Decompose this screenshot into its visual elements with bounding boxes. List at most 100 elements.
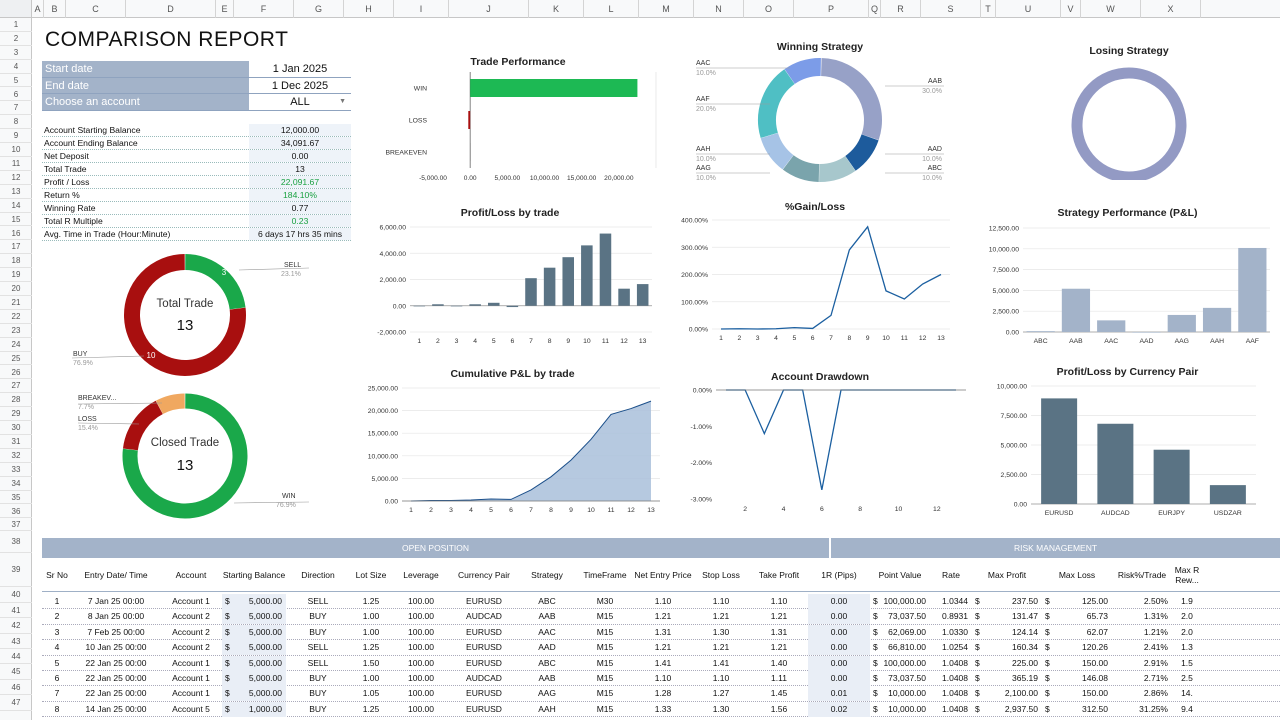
donut-slice[interactable]: [124, 254, 246, 376]
row-header-44[interactable]: 44: [0, 649, 32, 665]
row-header-15[interactable]: 15: [0, 213, 32, 227]
table-cell[interactable]: M15: [596, 688, 614, 699]
bar[interactable]: [470, 143, 471, 161]
table-cell[interactable]: 100.00: [408, 657, 434, 668]
table-cell[interactable]: 0.01: [808, 686, 870, 702]
table-cell[interactable]: $124.14: [972, 625, 1042, 640]
column-header[interactable]: Risk%/Trade: [1117, 570, 1167, 580]
row-header-5[interactable]: 5: [0, 74, 32, 88]
donut-slice[interactable]: [155, 393, 186, 415]
table-cell[interactable]: $65.73: [1042, 609, 1112, 624]
table-cell[interactable]: 100.00: [408, 611, 434, 622]
table-cell[interactable]: 4: [54, 642, 60, 653]
table-cell[interactable]: M30: [596, 596, 614, 606]
table-cell[interactable]: $125.00: [1042, 594, 1112, 609]
table-cell[interactable]: $150.00: [1042, 686, 1112, 701]
row-header-9[interactable]: 9: [0, 129, 32, 144]
column-header-j[interactable]: J: [449, 0, 529, 18]
table-cell[interactable]: 2.71%: [1143, 673, 1168, 683]
bar[interactable]: [1132, 332, 1161, 333]
table-cell[interactable]: 1.21%: [1143, 626, 1168, 637]
table-cell[interactable]: 1.10: [712, 673, 730, 683]
row-header-35[interactable]: 35: [0, 491, 32, 505]
table-cell[interactable]: $5,000.00: [222, 624, 286, 640]
table-cell[interactable]: 1.28: [654, 688, 672, 699]
row-header-6[interactable]: 6: [0, 88, 32, 102]
column-header-g[interactable]: G: [294, 0, 344, 18]
row-header-16[interactable]: 16: [0, 227, 32, 241]
table-cell[interactable]: 1.21: [712, 611, 730, 622]
column-header-h[interactable]: H: [344, 0, 394, 18]
table-cell[interactable]: AAG: [538, 688, 556, 699]
table-cell[interactable]: 31.25%: [1139, 703, 1168, 714]
table-cell[interactable]: BUY: [309, 626, 327, 637]
column-header[interactable]: Max Loss: [1058, 570, 1096, 580]
table-cell[interactable]: $5,000.00: [222, 594, 286, 609]
column-header[interactable]: Rate: [942, 570, 960, 580]
donut-slice[interactable]: [760, 132, 794, 170]
table-cell[interactable]: 9.4: [1181, 703, 1193, 714]
metric-value[interactable]: 6 days 17 hrs 35 mins: [249, 228, 351, 240]
table-cell[interactable]: $73,037.50: [870, 609, 930, 624]
bar[interactable]: [618, 288, 630, 306]
table-cell[interactable]: Account 1: [172, 657, 210, 668]
table-cell[interactable]: 1.0254: [942, 642, 968, 653]
table-cell[interactable]: 7 Jan 25 00:00: [87, 596, 145, 606]
table-cell[interactable]: 2.50%: [1143, 596, 1168, 606]
series-line[interactable]: [410, 400, 652, 502]
bar[interactable]: [469, 304, 481, 306]
bar[interactable]: [450, 305, 463, 307]
row-header-4[interactable]: 4: [0, 60, 32, 74]
table-cell[interactable]: 1.0344: [942, 596, 968, 606]
bar[interactable]: [636, 284, 649, 306]
table-cell[interactable]: M15: [596, 642, 614, 653]
bar[interactable]: [1026, 331, 1055, 332]
table-cell[interactable]: EURUSD: [466, 596, 502, 606]
bar[interactable]: [1041, 398, 1078, 504]
bar[interactable]: [1061, 288, 1091, 332]
table-cell[interactable]: 1.00: [362, 611, 380, 622]
column-header-f[interactable]: F: [234, 0, 294, 18]
table-cell[interactable]: 1.56: [770, 703, 788, 714]
donut-slice[interactable]: [820, 58, 882, 141]
table-cell[interactable]: 14 Jan 25 00:00: [85, 703, 147, 714]
row-header-33[interactable]: 33: [0, 463, 32, 477]
row-header-43[interactable]: 43: [0, 634, 32, 649]
table-cell[interactable]: SELL: [307, 596, 329, 606]
table-cell[interactable]: 22 Jan 25 00:00: [85, 688, 147, 699]
table-cell[interactable]: 1.30: [712, 626, 730, 637]
column-header-b[interactable]: B: [44, 0, 66, 18]
table-cell[interactable]: 14.: [1181, 688, 1193, 699]
table-cell[interactable]: ABC: [538, 657, 556, 668]
table-cell[interactable]: $62,069.00: [870, 625, 930, 640]
table-cell[interactable]: 2.5: [1181, 673, 1193, 683]
table-cell[interactable]: BUY: [309, 688, 327, 699]
table-cell[interactable]: 8 Jan 25 00:00: [87, 611, 145, 622]
bar[interactable]: [599, 233, 612, 306]
row-header-3[interactable]: 3: [0, 46, 32, 60]
metric-value[interactable]: 0.77: [249, 202, 351, 214]
table-cell[interactable]: Account 2: [172, 611, 210, 622]
table-cell[interactable]: Account 5: [172, 703, 210, 714]
table-cell[interactable]: $5,000.00: [222, 609, 286, 625]
table-cell[interactable]: 1.31: [654, 626, 672, 637]
table-cell[interactable]: BUY: [309, 673, 327, 683]
table-cell[interactable]: 22 Jan 25 00:00: [85, 673, 147, 683]
donut-slice[interactable]: [122, 393, 248, 519]
table-cell[interactable]: AUDCAD: [466, 611, 502, 622]
row-header-46[interactable]: 46: [0, 680, 32, 696]
table-cell[interactable]: $62.07: [1042, 625, 1112, 640]
table-cell[interactable]: 1.21: [770, 642, 788, 653]
table-cell[interactable]: EURUSD: [466, 642, 502, 653]
table-cell[interactable]: M15: [596, 611, 614, 622]
bar[interactable]: [562, 257, 575, 306]
column-header[interactable]: 1R (Pips): [821, 570, 857, 580]
table-cell[interactable]: 8: [54, 703, 60, 714]
table-cell[interactable]: $73,037.50: [870, 671, 930, 686]
bar[interactable]: [1167, 314, 1196, 332]
column-header[interactable]: Point Value: [878, 570, 922, 580]
table-cell[interactable]: 100.00: [408, 673, 434, 683]
table-cell[interactable]: 5: [54, 657, 60, 668]
table-cell[interactable]: $365.19: [972, 671, 1042, 686]
column-header-x[interactable]: X: [1141, 0, 1201, 18]
